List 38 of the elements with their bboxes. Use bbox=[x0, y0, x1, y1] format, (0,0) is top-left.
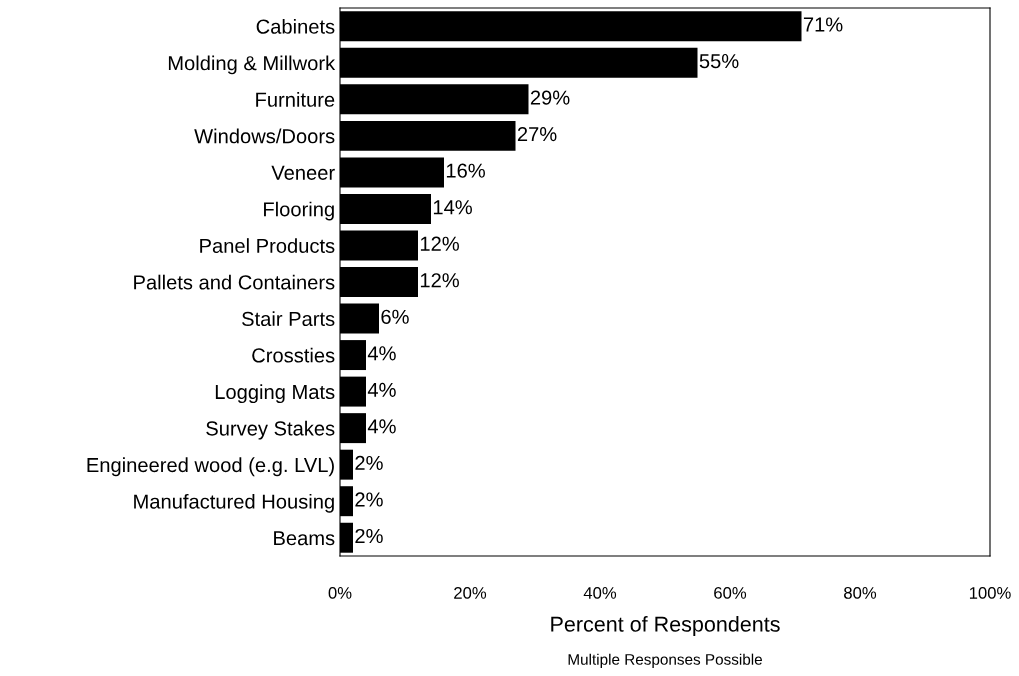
y-tick-label: Engineered wood (e.g. LVL) bbox=[87, 457, 334, 477]
text: Multiple Responses Possible bbox=[568, 653, 762, 668]
y-tick-label: Furniture bbox=[256, 92, 335, 107]
y-tick-label: Veneer bbox=[271, 165, 335, 180]
y-tick-label: Molding & Millwork bbox=[168, 55, 336, 75]
data-label: 4% bbox=[367, 419, 396, 434]
y-tick-label: Crossties bbox=[252, 347, 335, 363]
data-label: 4% bbox=[367, 346, 396, 361]
y-tick-label: Logging Mats bbox=[215, 384, 335, 404]
y-tick-label: Panel Products bbox=[200, 238, 335, 253]
x-tick-label: 60% bbox=[714, 587, 747, 599]
data-label: 29% bbox=[530, 90, 570, 105]
y-tick-label: Stair Parts bbox=[242, 311, 335, 327]
data-label: 27% bbox=[517, 127, 557, 142]
y-tick-label: Pallets and Containers bbox=[134, 274, 335, 290]
x-tick-label: 80% bbox=[844, 587, 877, 599]
x-tick-label: 40% bbox=[583, 587, 617, 599]
y-tick-label: Flooring bbox=[264, 201, 334, 221]
y-tick-label: Survey Stakes bbox=[206, 420, 335, 440]
data-label: 71% bbox=[803, 17, 843, 32]
y-tick-label: Cabinets bbox=[256, 18, 335, 34]
data-label: 6% bbox=[381, 309, 409, 324]
data-label: 12% bbox=[420, 273, 459, 288]
y-tick-label: Windows/Doors bbox=[194, 128, 335, 144]
x-axis-title: Percent of Respondents bbox=[551, 615, 780, 637]
y-tick-label: Manufactured Housing bbox=[134, 493, 334, 513]
x-tick-label: 20% bbox=[454, 587, 487, 599]
x-tick-label: 0% bbox=[328, 587, 352, 599]
x-tick-label: 100% bbox=[969, 587, 1011, 599]
data-label: 16% bbox=[446, 163, 485, 178]
data-label: 55% bbox=[699, 54, 739, 69]
data-label: 4% bbox=[367, 382, 396, 397]
data-label: 2% bbox=[355, 528, 383, 544]
data-label: 2% bbox=[355, 455, 383, 470]
y-tick-label: Beams bbox=[274, 531, 335, 546]
data-label: 12% bbox=[420, 236, 459, 251]
data-label: 2% bbox=[355, 492, 383, 507]
data-label: 14% bbox=[433, 200, 472, 215]
